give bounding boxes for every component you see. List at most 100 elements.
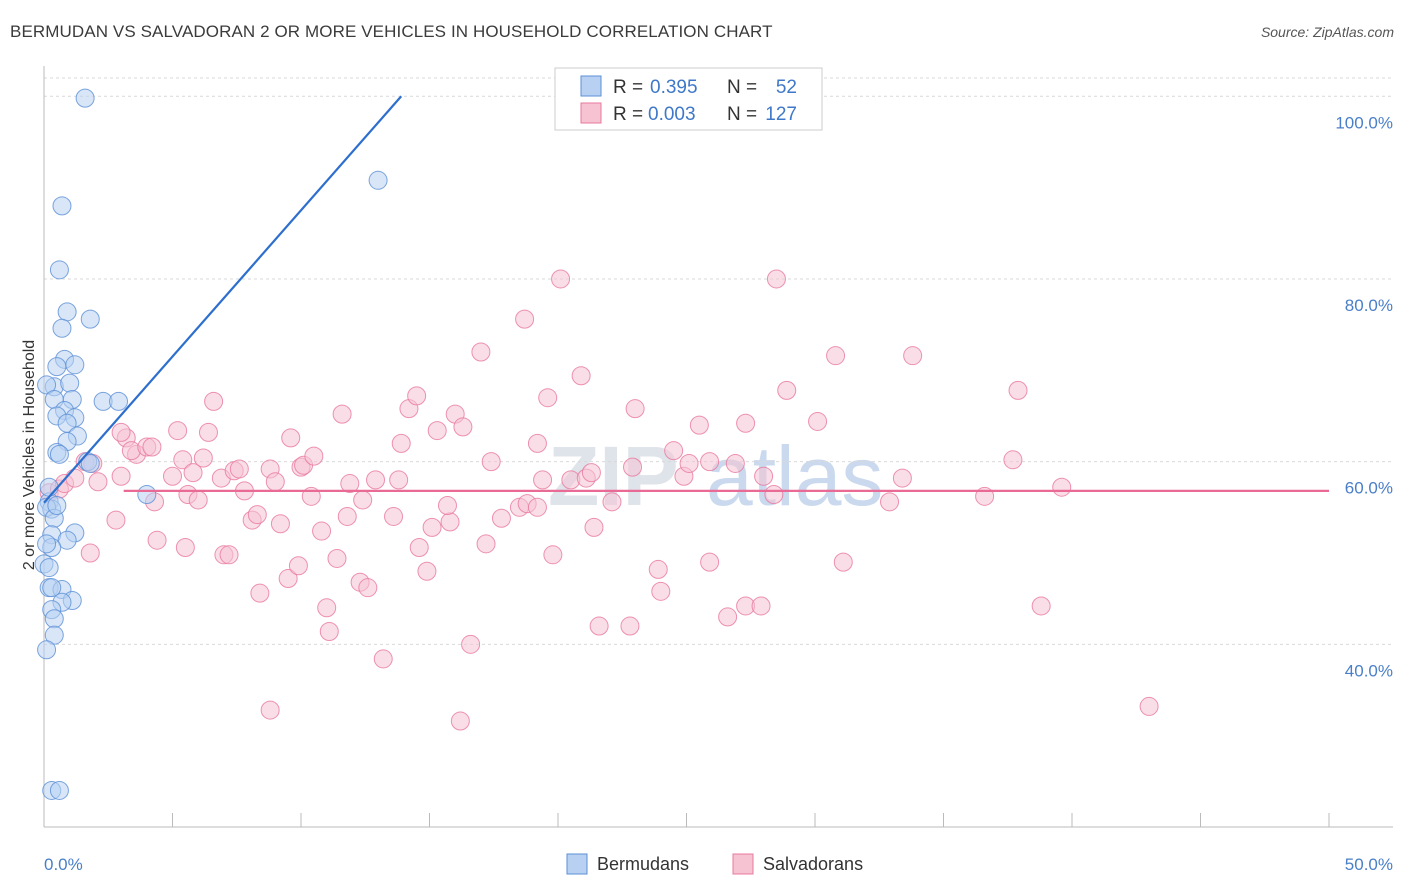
bermudan-point — [47, 357, 67, 377]
salvadoran-point — [664, 441, 684, 461]
bermudan-point — [52, 196, 72, 216]
chart-title: BERMUDAN VS SALVADORAN 2 OR MORE VEHICLE… — [10, 22, 773, 41]
bermudan-point — [39, 558, 59, 578]
salvadoran-point — [620, 616, 640, 636]
stats-legend: R = 0.395 N = 52 R = 0.003 N = 127 — [554, 67, 823, 131]
salvadoran-point — [250, 583, 270, 603]
bermudan-point — [80, 453, 100, 473]
salvadoran-point — [147, 530, 167, 550]
salvadoran-point — [422, 517, 442, 537]
y-tick-label: 60.0% — [1345, 479, 1393, 498]
salvadoran-point — [265, 472, 285, 492]
salvadoran-point — [766, 269, 786, 289]
bermudan-point — [39, 477, 59, 497]
salvadoran-point — [340, 474, 360, 494]
salvadoran-point — [247, 505, 267, 525]
salvadoran-point — [453, 417, 473, 437]
salvadoran-point — [327, 548, 347, 568]
salvadoran-point — [651, 581, 671, 601]
bermudan-point — [49, 260, 69, 280]
salvadoran-point — [407, 386, 427, 406]
salvadoran-point — [373, 649, 393, 669]
bermudan-point — [57, 302, 77, 322]
bermudan-point — [37, 534, 57, 554]
salvadoran-point — [219, 545, 239, 565]
salvadoran-point — [1031, 596, 1051, 616]
bottom-legend-label-salvadorans: Salvadorans — [763, 854, 863, 874]
salvadoran-point — [391, 433, 411, 453]
watermark-atlas: atlas — [706, 429, 883, 523]
salvadoran-point — [461, 634, 481, 654]
legend-r-label-salvadorans: R = — [613, 104, 643, 125]
salvadoran-point — [437, 495, 457, 515]
salvadoran-point — [826, 346, 846, 366]
salvadoran-point — [602, 492, 622, 512]
legend-swatch-bermudans — [580, 75, 602, 97]
salvadoran-point — [833, 552, 853, 572]
bermudan-point — [109, 391, 129, 411]
salvadoran-point — [491, 508, 511, 528]
salvadoran-point — [168, 421, 188, 441]
salvadoran-point — [551, 269, 571, 289]
salvadoran-point — [700, 452, 720, 472]
bottom-legend-swatch-bermudans — [566, 853, 588, 875]
salvadoran-point — [533, 470, 553, 490]
salvadoran-point — [198, 422, 218, 442]
y-tick-labels: 40.0% 60.0% 80.0% 100.0% — [1335, 113, 1393, 680]
salvadoran-point — [571, 366, 591, 386]
y-tick-label: 100.0% — [1335, 113, 1393, 132]
legend-n-label-salvadorans: N = — [727, 104, 757, 125]
y-axis-title: 2 or more Vehicles in Household — [21, 340, 38, 570]
bermudan-point — [75, 88, 95, 108]
salvadoran-point — [736, 413, 756, 433]
salvadoran-point — [648, 559, 668, 579]
salvadoran-point — [538, 388, 558, 408]
salvadoran-point — [427, 421, 447, 441]
salvadoran-point — [527, 433, 547, 453]
salvadoran-point — [481, 452, 501, 472]
salvadoran-point — [476, 534, 496, 554]
salvadoran-point — [700, 552, 720, 572]
salvadoran-point — [88, 472, 108, 492]
salvadoran-point — [515, 309, 535, 329]
salvadoran-point — [142, 437, 162, 457]
salvadoran-point — [188, 490, 208, 510]
salvadoran-point — [65, 468, 85, 488]
bottom-legend-swatch-salvadorans — [732, 853, 754, 875]
bermudan-point — [52, 318, 72, 338]
salvadoran-point — [193, 448, 213, 468]
salvadoran-point — [679, 453, 699, 473]
salvadoran-point — [764, 485, 784, 505]
salvadoran-point — [892, 468, 912, 488]
salvadoran-point — [229, 459, 249, 479]
salvadoran-point — [260, 700, 280, 720]
bottom-legend-label-bermudans: Bermudans — [597, 854, 689, 874]
salvadoran-point — [751, 596, 771, 616]
salvadoran-point — [183, 463, 203, 483]
salvadoran-point — [625, 399, 645, 419]
salvadoran-point — [440, 512, 460, 532]
salvadoran-point — [903, 346, 923, 366]
bermudan-point — [137, 485, 157, 505]
salvadorans-points — [39, 269, 1159, 731]
salvadoran-point — [1008, 380, 1028, 400]
y-tick-label: 40.0% — [1345, 661, 1393, 680]
x-tick-label-min: 0.0% — [44, 855, 83, 874]
salvadoran-point — [417, 561, 437, 581]
salvadoran-point — [270, 514, 290, 534]
salvadoran-point — [175, 537, 195, 557]
bermudan-point — [47, 495, 67, 515]
salvadoran-point — [80, 543, 100, 563]
bermudan-point — [49, 444, 69, 464]
bermudan-point — [368, 170, 388, 190]
salvadoran-point — [389, 470, 409, 490]
bermudans-points — [34, 88, 388, 800]
salvadoran-point — [111, 422, 131, 442]
salvadoran-point — [471, 342, 491, 362]
series-legend: Bermudans Salvadorans — [566, 853, 863, 875]
bermudan-point — [60, 373, 80, 393]
legend-r-value-salvadorans: 0.003 — [648, 104, 696, 125]
bermudan-point — [37, 640, 57, 660]
salvadoran-point — [718, 607, 738, 627]
bermudan-point — [65, 355, 85, 375]
